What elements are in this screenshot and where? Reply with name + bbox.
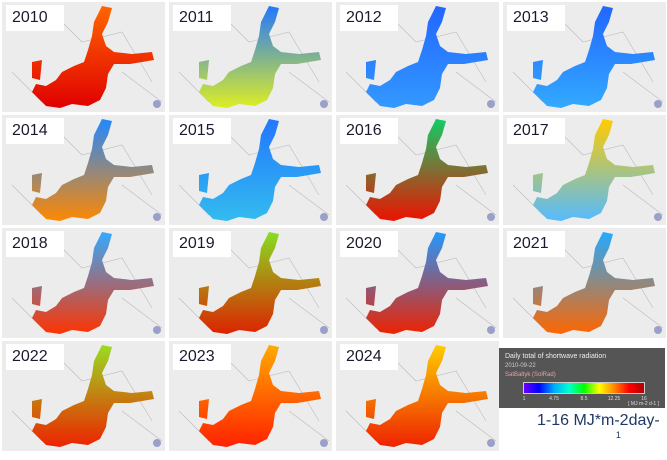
legend-tick: 16	[641, 396, 647, 402]
sea-radiation-field	[32, 232, 154, 334]
map-control-icon[interactable]	[153, 100, 161, 108]
map-control-icon[interactable]	[153, 439, 161, 447]
map-control-icon[interactable]	[320, 100, 328, 108]
map-2013: 2013	[503, 2, 666, 112]
sea-radiation-field	[32, 119, 154, 221]
legend-tick: 4.75	[549, 396, 559, 402]
year-label: 2011	[173, 5, 231, 31]
baltic-sea-map	[345, 232, 497, 334]
legend-date: 2010-09-22	[505, 363, 536, 369]
baltic-sea-map	[11, 6, 163, 108]
sea-radiation-field	[533, 119, 655, 221]
units-caption: 1-16 MJ*m-2day- 1	[537, 412, 660, 440]
map-2022: 2022	[2, 341, 165, 451]
caption-sub: 1	[615, 430, 621, 440]
sea-radiation-field	[366, 345, 488, 447]
map-control-icon[interactable]	[654, 326, 662, 334]
sea-radiation-field	[32, 6, 154, 108]
year-label: 2019	[173, 231, 231, 257]
sea-radiation-field	[199, 6, 321, 108]
year-label: 2017	[507, 118, 565, 144]
sea-radiation-field	[199, 232, 321, 334]
map-2020: 2020	[336, 228, 499, 338]
baltic-sea-map	[11, 345, 163, 447]
legend-title: Daily total of shortwave radiation	[505, 353, 607, 360]
sea-radiation-field	[366, 232, 488, 334]
map-control-icon[interactable]	[487, 439, 495, 447]
sea-radiation-field	[366, 119, 488, 221]
map-2016: 2016	[336, 115, 499, 225]
color-legend: Daily total of shortwave radiation 2010-…	[499, 348, 665, 408]
year-label: 2012	[340, 5, 398, 31]
map-control-icon[interactable]	[487, 100, 495, 108]
map-control-icon[interactable]	[320, 213, 328, 221]
baltic-sea-map	[178, 119, 330, 221]
map-2021: 2021	[503, 228, 666, 338]
baltic-sea-map	[512, 119, 664, 221]
year-label: 2024	[340, 344, 398, 370]
color-scale-bar	[523, 382, 645, 394]
legend-units: [ MJ m-2 d-1 ]	[628, 401, 659, 407]
sea-radiation-field	[533, 6, 655, 108]
baltic-sea-map	[512, 6, 664, 108]
map-control-icon[interactable]	[654, 213, 662, 221]
baltic-sea-map	[178, 232, 330, 334]
year-label: 2015	[173, 118, 231, 144]
year-label: 2021	[507, 231, 565, 257]
year-label: 2016	[340, 118, 398, 144]
baltic-sea-map	[345, 6, 497, 108]
sea-radiation-field	[199, 345, 321, 447]
year-label: 2022	[6, 344, 64, 370]
map-2017: 2017	[503, 115, 666, 225]
year-label: 2010	[6, 5, 64, 31]
year-label: 2023	[173, 344, 231, 370]
map-control-icon[interactable]	[320, 439, 328, 447]
legend-tick: 12.25	[607, 396, 621, 402]
baltic-sea-map	[178, 6, 330, 108]
year-label: 2020	[340, 231, 398, 257]
baltic-sea-map	[512, 232, 664, 334]
baltic-sea-map	[11, 232, 163, 334]
sea-radiation-field	[533, 232, 655, 334]
year-label: 2013	[507, 5, 565, 31]
map-control-icon[interactable]	[153, 326, 161, 334]
map-2019: 2019	[169, 228, 332, 338]
year-label: 2014	[6, 118, 64, 144]
legend-tick: 1	[522, 396, 526, 402]
map-control-icon[interactable]	[654, 100, 662, 108]
map-control-icon[interactable]	[153, 213, 161, 221]
sea-radiation-field	[32, 345, 154, 447]
baltic-sea-map	[345, 119, 497, 221]
sea-radiation-field	[199, 119, 321, 221]
map-2011: 2011	[169, 2, 332, 112]
map-2023: 2023	[169, 341, 332, 451]
map-2010: 2010	[2, 2, 165, 112]
map-2024: 2024	[336, 341, 499, 451]
map-2012: 2012	[336, 2, 499, 112]
baltic-sea-map	[345, 345, 497, 447]
year-label: 2018	[6, 231, 64, 257]
sea-radiation-field	[366, 6, 488, 108]
caption-main: 1-16 MJ*m-2day-	[537, 412, 660, 429]
map-control-icon[interactable]	[487, 213, 495, 221]
map-2015: 2015	[169, 115, 332, 225]
baltic-sea-map	[11, 119, 163, 221]
legend-source: SatBaltyk (SolRad)	[505, 372, 556, 378]
map-control-icon[interactable]	[320, 326, 328, 334]
map-2018: 2018	[2, 228, 165, 338]
baltic-sea-map	[178, 345, 330, 447]
map-control-icon[interactable]	[487, 326, 495, 334]
map-2014: 2014	[2, 115, 165, 225]
legend-tick: 8.5	[580, 396, 588, 402]
